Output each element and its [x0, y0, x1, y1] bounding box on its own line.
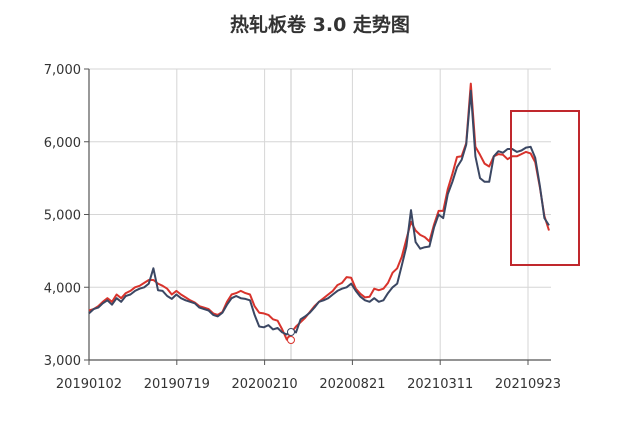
- y-tick-label: 6,000: [44, 136, 81, 151]
- grid-lines: [89, 68, 551, 360]
- y-tick-label: 5,000: [44, 209, 81, 224]
- highlight-box: [510, 110, 580, 266]
- x-tick-label: 20210311: [407, 377, 473, 392]
- x-tick-label: 20200210: [232, 377, 298, 392]
- x-tick-label: 20190102: [56, 377, 122, 392]
- x-tick-label: 20190719: [144, 377, 210, 392]
- x-tick-label: 20200821: [319, 377, 385, 392]
- y-tick-label: 7,000: [44, 63, 81, 78]
- y-tick-label: 3,000: [44, 354, 81, 369]
- chart-title: 热轧板卷 3.0 走势图: [230, 14, 410, 36]
- series-dark: [88, 89, 550, 336]
- series-lines: [88, 82, 550, 344]
- y-tick-label: 4,000: [44, 281, 81, 296]
- x-tick-label: 20210923: [495, 377, 561, 392]
- axes: 3,000 4,000 5,000 6,000 7,000 20190102 2019071…: [44, 63, 561, 392]
